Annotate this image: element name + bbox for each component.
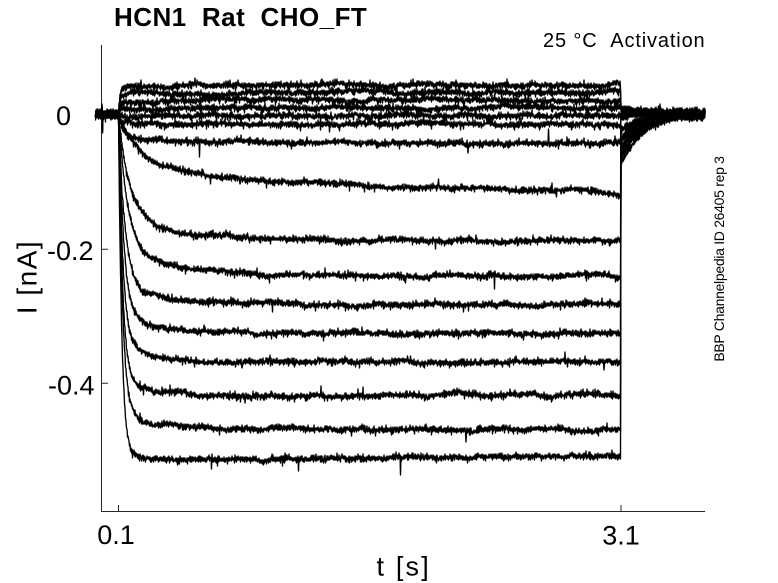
svg-text:I [nA]: I [nA] — [12, 240, 43, 314]
svg-text:3.1: 3.1 — [602, 521, 640, 551]
svg-text:-0.2: -0.2 — [47, 236, 94, 266]
svg-text:-0.4: -0.4 — [48, 370, 95, 400]
svg-text:t [s]: t [s] — [376, 552, 431, 582]
svg-text:BBP Channelpedia ID 26405 rep: BBP Channelpedia ID 26405 rep 3 — [711, 156, 727, 362]
svg-text:25 °C Activation: 25 °C Activation — [543, 30, 706, 52]
svg-text:HCN1 Rat CHO_FT: HCN1 Rat CHO_FT — [114, 2, 367, 32]
svg-text:0: 0 — [56, 101, 71, 131]
svg-text:0.1: 0.1 — [97, 520, 135, 550]
